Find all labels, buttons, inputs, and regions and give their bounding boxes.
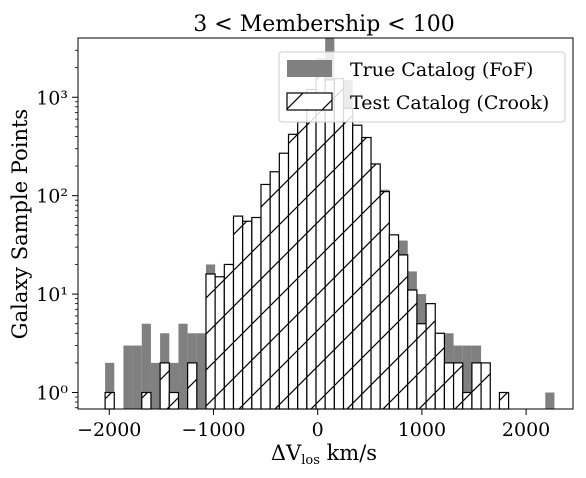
x-tick-label: −2000 — [77, 419, 141, 441]
true-catalog-bar — [169, 362, 179, 409]
test-catalog-bar — [232, 215, 244, 410]
true-catalog-bar — [196, 333, 206, 409]
true-catalog-bar — [132, 345, 142, 409]
y-tick-label: 10³ — [36, 87, 68, 109]
test-catalog-bar — [242, 220, 253, 410]
legend-frame — [278, 51, 566, 123]
test-catalog-bar — [480, 362, 491, 410]
legend-label-true: True Catalog (FoF) — [350, 59, 533, 81]
test-catalog-bar — [370, 163, 381, 410]
test-catalog-bar — [214, 276, 225, 410]
x-tick-label: −1000 — [181, 419, 245, 441]
y-axis-ticks: 10⁰ 10¹ 10² 10³ — [36, 49, 78, 409]
test-catalog-bar — [324, 79, 335, 410]
true-catalog-bar — [150, 362, 161, 409]
test-catalog-bar — [352, 124, 363, 410]
test-catalog-bar — [379, 191, 390, 410]
test-catalog-bar — [397, 254, 409, 410]
axes — [77, 37, 574, 410]
legend: True Catalog (FoF) Test Catalog (Crook) — [278, 51, 566, 123]
true-catalog-bar — [462, 345, 472, 409]
legend-swatch-test — [286, 92, 333, 111]
test-catalog-bar — [223, 263, 235, 410]
x-axis-label-subscript: los — [301, 453, 320, 468]
test-catalog-bar — [434, 332, 446, 410]
test-catalog-bar — [104, 391, 115, 410]
test-catalog-bar — [416, 323, 427, 410]
test-catalog-bar — [443, 362, 455, 410]
y-tick-label: 10² — [36, 186, 68, 208]
test-catalog-bar — [159, 362, 170, 410]
test-catalog-bar — [168, 391, 180, 410]
x-tick-label: 2000 — [502, 419, 550, 441]
test-catalog-bar — [471, 362, 482, 410]
test-catalog-bar — [315, 75, 326, 410]
test-catalog-bar — [452, 362, 464, 410]
x-tick-label: 1000 — [398, 419, 446, 441]
test-catalog-bar — [297, 121, 308, 410]
test-catalog-bar — [269, 171, 280, 410]
legend-swatch-true — [287, 60, 332, 77]
x-tick-label: 0 — [312, 419, 324, 441]
test-catalog-bar — [498, 391, 510, 410]
true-catalog-bar — [545, 392, 555, 409]
test-catalog-bar — [342, 107, 354, 410]
test-catalog-bar — [388, 234, 400, 410]
test-catalog-bar — [251, 216, 262, 410]
x-axis-ticks: −2000 −1000 0 1000 2000 — [77, 409, 550, 441]
test-catalog-bar — [333, 77, 345, 410]
test-catalog-bar — [278, 152, 290, 410]
legend-label-test: Test Catalog (Crook) — [350, 92, 549, 114]
test-catalog-bar — [425, 303, 436, 410]
true-catalog-bar — [123, 345, 133, 409]
test-catalog-bar — [205, 273, 216, 410]
true-catalog-bar — [178, 323, 188, 409]
test-catalog-bar — [306, 88, 317, 410]
y-tick-label: 10⁰ — [36, 383, 68, 405]
true-catalog-bar — [141, 323, 151, 409]
test-catalog-bar — [287, 133, 299, 410]
test-catalog-bar — [361, 136, 372, 410]
axes-frame — [77, 37, 574, 410]
chart-title: 3 < Membership < 100 — [193, 12, 454, 37]
x-axis-label-unit: km/s — [320, 441, 377, 465]
test-catalog-bar — [462, 391, 473, 410]
x-axis-label: ΔVlos km/s — [271, 441, 377, 468]
y-axis-label: Galaxy Sample Points — [8, 109, 32, 339]
test-catalog-bar — [407, 289, 418, 410]
y-tick-label: 10¹ — [36, 284, 68, 306]
test-catalog-bar — [141, 391, 152, 410]
test-catalog-bar — [260, 183, 271, 410]
test-catalog-bar — [187, 362, 198, 410]
true-catalog-bar — [105, 362, 115, 409]
